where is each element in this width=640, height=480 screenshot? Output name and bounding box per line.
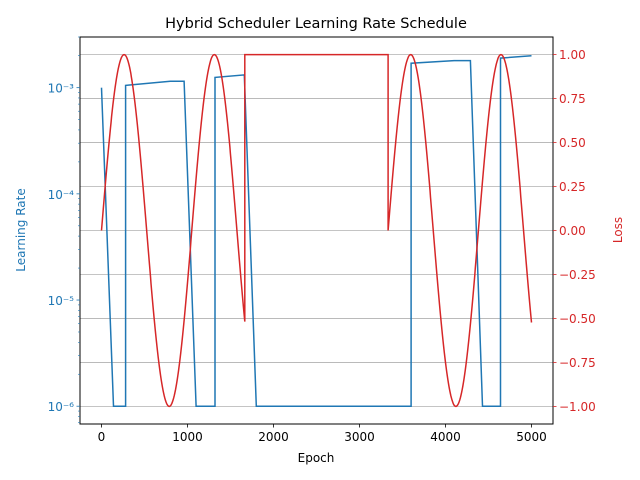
- x-tick-label: 4000: [430, 430, 461, 444]
- series-layer: [100, 53, 533, 408]
- right-y-tick-label: 1.00: [559, 48, 586, 62]
- left-y-tick-label: 10⁻⁴: [48, 188, 75, 202]
- right-y-tick-label: 0.00: [559, 224, 586, 238]
- grid-lines: [80, 54, 553, 407]
- right-y-axis: −1.00 −0.75 −0.50 −0.25 0.00 0.25 0.50 0.75 1.00: [553, 48, 596, 414]
- right-y-tick-label: −0.75: [559, 356, 596, 370]
- loss-line: [100, 53, 533, 408]
- right-y-tick-label: −1.00: [559, 400, 596, 414]
- right-y-tick-label: 0.75: [559, 92, 586, 106]
- left-y-tick-label: 10⁻³: [48, 82, 75, 96]
- x-tick-label: 2000: [258, 430, 289, 444]
- left-y-axis: 10⁻⁶ 10⁻⁵ 10⁻⁴ 10⁻³: [48, 36, 80, 423]
- right-y-axis-label: Loss: [611, 217, 625, 243]
- right-y-tick-label: −0.50: [559, 312, 596, 326]
- right-y-tick-label: −0.25: [559, 268, 596, 282]
- left-y-tick-label: 10⁻⁵: [48, 294, 75, 308]
- x-tick-label: 5000: [516, 430, 547, 444]
- chart-title: Hybrid Scheduler Learning Rate Schedule: [165, 16, 467, 32]
- right-y-tick-label: 0.50: [559, 136, 586, 150]
- x-tick-label: 1000: [172, 430, 203, 444]
- right-y-tick-label: 0.25: [559, 180, 586, 194]
- x-axis: 0 1000 2000 3000 4000 5000: [98, 424, 547, 444]
- left-y-tick-label: 10⁻⁶: [48, 400, 75, 414]
- left-y-axis-label: Learning Rate: [14, 188, 28, 271]
- x-tick-label: 3000: [344, 430, 375, 444]
- x-tick-label: 0: [98, 430, 106, 444]
- x-axis-label: Epoch: [298, 451, 335, 465]
